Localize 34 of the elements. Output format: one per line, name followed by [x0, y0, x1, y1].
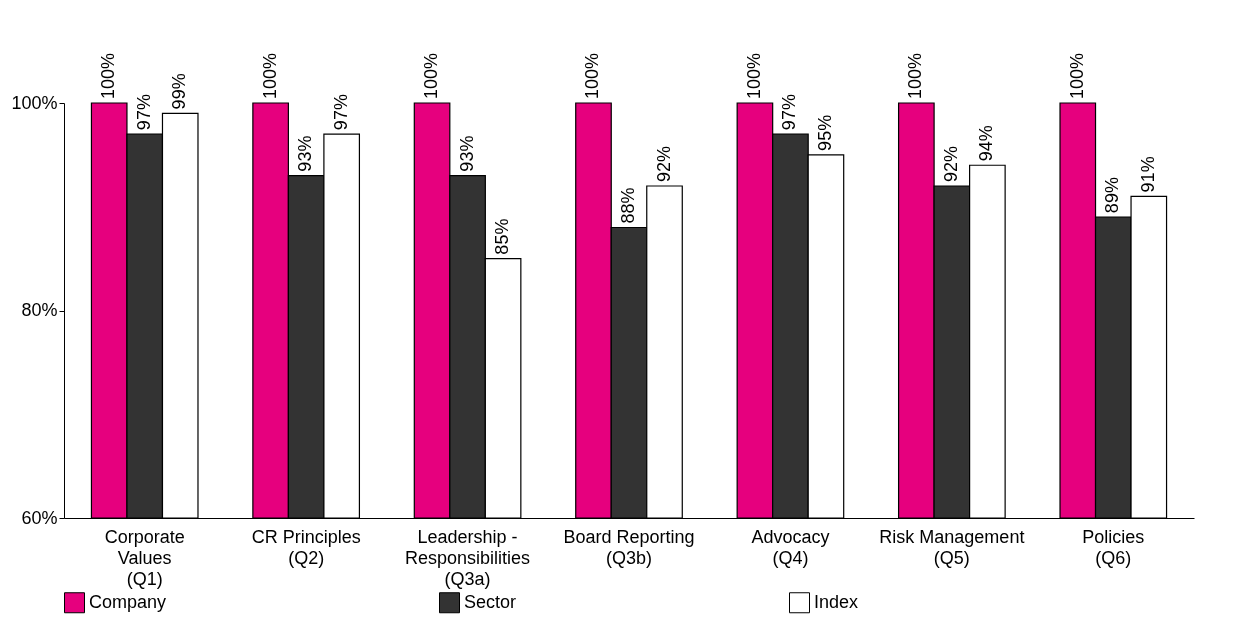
data-label: 100% [905, 52, 926, 99]
y-tick-label: 60% [21, 507, 58, 528]
data-label: 100% [1066, 52, 1087, 99]
data-label: 88% [618, 187, 638, 224]
data-label: 94% [976, 125, 997, 162]
data-label: 99% [169, 73, 190, 110]
y-tick-label: 100% [11, 92, 58, 113]
x-tick-label: Leadership - Responsibilities (Q3a) [405, 526, 531, 589]
data-label: 93% [295, 135, 316, 172]
legend-label: Company [89, 591, 167, 612]
data-label: 95% [814, 114, 835, 151]
data-label: 100% [259, 52, 280, 99]
y-tick-label: 80% [21, 300, 58, 320]
data-label: 97% [330, 94, 351, 131]
data-label: 100% [98, 52, 119, 99]
data-label: 97% [133, 94, 154, 131]
x-tick-label: Corporate Values (Q1) [104, 526, 185, 589]
data-label: 85% [492, 218, 513, 255]
data-label: 97% [779, 94, 800, 131]
x-tick-label: CR Principles (Q2) [251, 526, 361, 568]
data-label: 92% [653, 145, 674, 182]
data-label: 92% [940, 145, 961, 182]
data-label: 89% [1102, 177, 1123, 214]
x-tick-label: Board Reporting (Q3b) [563, 526, 695, 568]
legend-label: Index [814, 591, 859, 612]
data-label: 91% [1137, 156, 1158, 193]
x-tick-label: Risk Management (Q5) [879, 526, 1025, 568]
data-label: 100% [743, 52, 764, 99]
data-label: 100% [582, 52, 603, 99]
legend-label: Sector [464, 591, 517, 612]
data-label: 100% [421, 52, 442, 99]
x-tick-label: Policies (Q6) [1082, 526, 1145, 568]
data-label: 93% [456, 135, 477, 172]
x-tick-label: Advocacy (Q4) [751, 526, 830, 568]
